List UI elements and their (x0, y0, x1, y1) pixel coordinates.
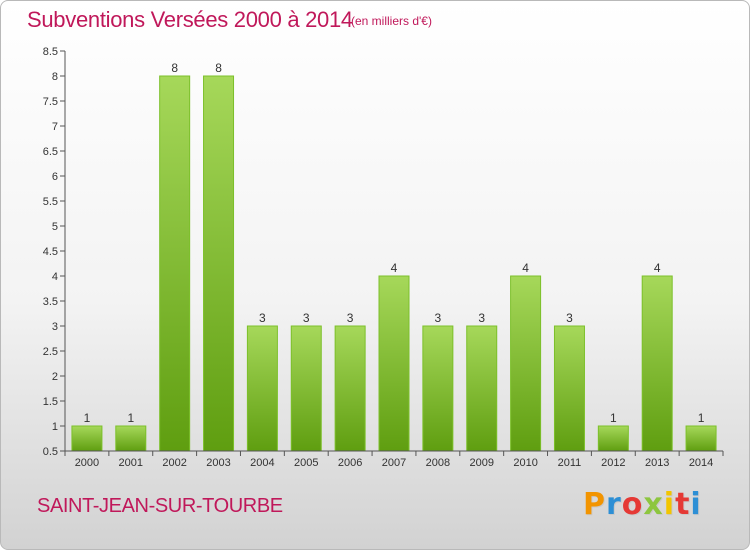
bar-2002 (159, 75, 191, 452)
chart-subtitle: (en milliers d'€) (351, 14, 432, 28)
x-tick-label: 2006 (338, 457, 362, 469)
y-tick-label: 6 (52, 171, 58, 183)
chart-title: Subventions Versées 2000 à 2014 (27, 7, 353, 32)
data-label: 1 (610, 411, 617, 425)
x-tick-label: 2001 (119, 457, 143, 469)
bar-2008 (422, 325, 454, 452)
x-tick-label: 2011 (558, 457, 582, 469)
y-tick-label: 3 (52, 321, 58, 333)
data-label: 4 (391, 261, 398, 275)
y-tick-label: 8.5 (43, 46, 58, 58)
y-tick-label: 2.5 (43, 346, 58, 358)
bar-2012 (597, 425, 629, 452)
y-tick-label: 8 (52, 71, 58, 83)
logo-letter: t (675, 487, 691, 522)
y-tick-label: 4 (52, 271, 58, 283)
x-tick-label: 2013 (645, 457, 669, 469)
data-label: 4 (522, 261, 529, 275)
x-tick-label: 2000 (75, 457, 99, 469)
x-tick-label: 2012 (601, 457, 625, 469)
x-tick-label: 2004 (250, 457, 274, 469)
x-tick-label: 2010 (513, 457, 537, 469)
logo-letter: r (606, 487, 622, 522)
bar-2007 (378, 275, 410, 452)
y-tick-label: 1 (52, 421, 58, 433)
bar-2005 (290, 325, 322, 452)
logo-letter: o (621, 487, 644, 522)
y-tick-label: 2 (52, 371, 58, 383)
bar-2000 (71, 425, 103, 452)
data-label: 3 (435, 311, 442, 325)
bar-2001 (115, 425, 147, 452)
logo-letter: x (643, 487, 664, 522)
x-tick-label: 2005 (294, 457, 318, 469)
y-tick-label: 1.5 (43, 396, 58, 408)
y-axis: 0.5 1 1.5 2 2.5 3 3.5 4 4.5 5 5.5 6 6.5 7 7.5 8 8.5 (43, 46, 66, 458)
data-label: 3 (259, 311, 266, 325)
x-tick-label: 2003 (206, 457, 230, 469)
y-tick-label: 5 (52, 221, 58, 233)
y-tick-label: 7 (52, 121, 58, 133)
data-label: 8 (215, 61, 222, 75)
bar-2009 (466, 325, 498, 452)
x-axis: 2000 2001 2002 2003 2004 2005 2006 2007 2008 2009… (64, 450, 724, 469)
x-tick-label: 2007 (382, 457, 406, 469)
x-tick-label: 2008 (426, 457, 450, 469)
data-label: 3 (566, 311, 573, 325)
bars: 1 1 8 8 3 3 3 4 3 3 4 3 1 4 1 (71, 61, 717, 452)
bar-2004 (246, 325, 278, 452)
bar-2014 (685, 425, 717, 452)
x-tick-label: 2009 (469, 457, 493, 469)
bar-2011 (553, 325, 585, 452)
logo-letter: P (583, 487, 606, 522)
y-tick-label: 4.5 (43, 246, 58, 258)
bar-2006 (334, 325, 366, 452)
proxiti-logo: Proxiti (583, 487, 702, 522)
data-label: 1 (127, 411, 134, 425)
y-tick-label: 5.5 (43, 196, 58, 208)
data-label: 1 (698, 411, 705, 425)
x-tick-label: 2014 (689, 457, 713, 469)
y-tick-label: 6.5 (43, 146, 58, 158)
x-tick-label: 2002 (162, 457, 186, 469)
data-label: 3 (303, 311, 310, 325)
commune-name: SAINT-JEAN-SUR-TOURBE (37, 495, 283, 517)
data-label: 8 (171, 61, 178, 75)
data-label: 3 (478, 311, 485, 325)
y-tick-label: 0.5 (43, 446, 58, 458)
data-label: 1 (84, 411, 91, 425)
logo-letter: i (663, 487, 676, 522)
bar-2003 (203, 75, 235, 452)
data-label: 4 (654, 261, 661, 275)
y-tick-label: 7.5 (43, 96, 58, 108)
logo-letter: i (690, 487, 702, 522)
bar-2010 (510, 275, 542, 452)
y-tick-label: 3.5 (43, 296, 58, 308)
bar-2013 (641, 275, 673, 452)
data-label: 3 (347, 311, 354, 325)
